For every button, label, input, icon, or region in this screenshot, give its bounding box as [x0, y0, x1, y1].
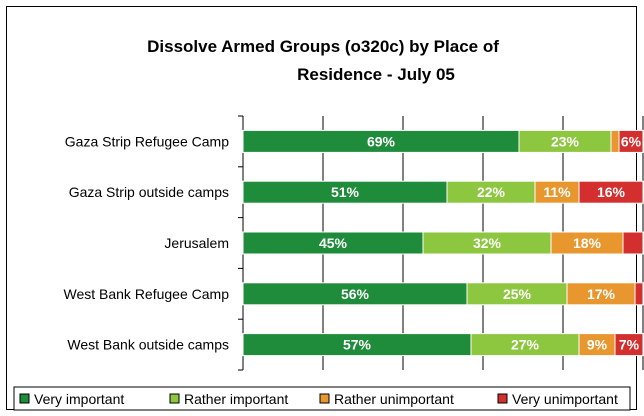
bar-segment [618, 129, 644, 153]
bar-segment [622, 231, 644, 255]
bar-segment [634, 282, 644, 306]
legend-swatch [497, 393, 508, 404]
legend-swatch [169, 393, 180, 404]
legend-swatch [319, 393, 330, 404]
category-label: West Bank outside camps [67, 337, 229, 353]
data-label: 51% [331, 184, 360, 200]
bars: 69% 23% 6% 51% 22% 11% 16% 45% 32% 18% 56% 25% 17% 57… [242, 129, 644, 357]
bar-segment [610, 129, 620, 153]
data-label: 25% [503, 286, 532, 302]
legend-label: Rather important [184, 391, 288, 407]
data-label: 56% [341, 286, 370, 302]
data-label: 32% [473, 235, 502, 251]
data-label: 27% [511, 337, 540, 353]
data-label: 11% [543, 184, 571, 200]
category-label: West Bank Refugee Camp [64, 286, 230, 302]
legend-label: Very unimportant [512, 391, 618, 407]
category-labels: Gaza Strip Refugee Camp Gaza Strip outsid… [64, 133, 230, 352]
data-label: 23% [551, 133, 580, 149]
data-label: 69% [367, 133, 396, 149]
data-label: 17% [587, 286, 616, 302]
data-label: 45% [319, 235, 348, 251]
legend-label: Very important [34, 391, 124, 407]
data-label: 22% [477, 184, 506, 200]
data-label: 6% [621, 133, 642, 149]
legend: Very important Rather important Rather uni… [13, 386, 631, 411]
chart-title-line-2: Residence - July 05 [297, 65, 455, 84]
category-label: Gaza Strip outside camps [69, 184, 229, 200]
data-label: 57% [343, 337, 372, 353]
category-label: Gaza Strip Refugee Camp [65, 133, 229, 149]
legend-label: Rather unimportant [334, 391, 454, 407]
category-label: Jerusalem [164, 235, 229, 251]
data-label: 18% [573, 235, 602, 251]
data-label: 16% [597, 184, 626, 200]
data-label: 9% [587, 337, 608, 353]
bar-segment [578, 180, 644, 204]
chart-title-line-1: Dissolve Armed Groups (o320c) by Place o… [147, 37, 499, 56]
data-label: 7% [619, 337, 640, 353]
legend-swatch [19, 393, 30, 404]
bar-segment [614, 333, 644, 357]
